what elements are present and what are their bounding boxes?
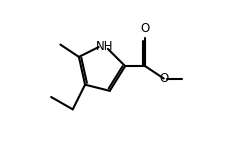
- Text: O: O: [160, 72, 169, 85]
- Text: NH: NH: [96, 40, 114, 53]
- Text: O: O: [141, 22, 150, 35]
